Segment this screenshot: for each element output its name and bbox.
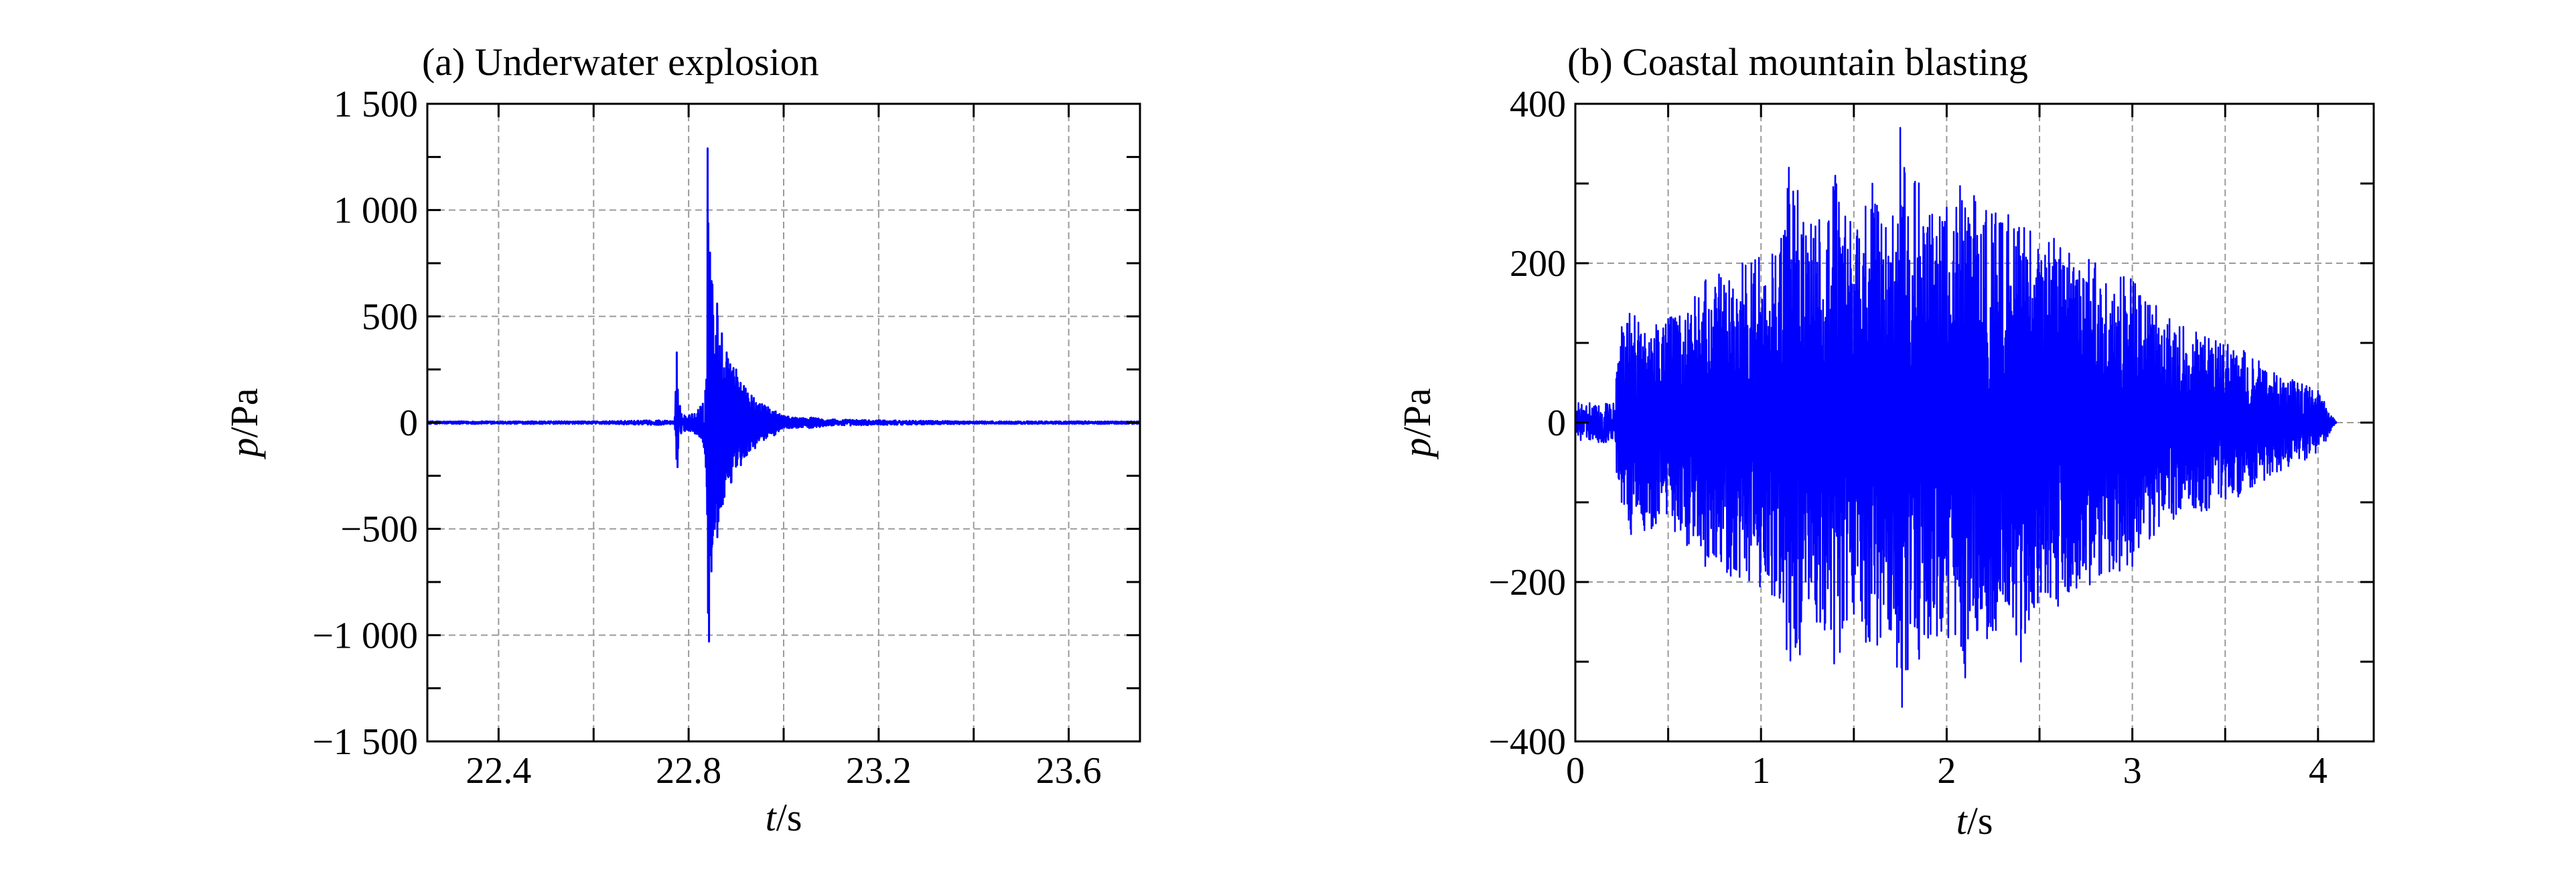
y-tick-label: 400 [1510, 84, 1566, 125]
y-tick-label: −200 [1488, 562, 1566, 603]
panel-b-x-tick-labels: 0 1 2 3 4 [1566, 750, 2328, 792]
y-tick-label: −400 [1488, 721, 1566, 763]
panel-b-y-tick-labels: 400 200 0 −200 −400 [1488, 84, 1566, 763]
panel-a-underwater-explosion: (a) Underwater explosion 22.4 22.8 23.2 23.… [222, 40, 1141, 839]
x-tick-label: 4 [2309, 750, 2328, 792]
y-tick-label: −500 [340, 509, 418, 551]
panel-a-y-var: p [222, 438, 266, 460]
x-tick-label: 2 [1937, 750, 1956, 792]
x-tick-label: 22.4 [466, 750, 531, 792]
x-tick-label: 0 [1566, 750, 1585, 792]
panel-b-y-unit: /Pa [1395, 388, 1439, 437]
x-tick-label: 22.8 [656, 750, 721, 792]
y-tick-label: −1 500 [312, 721, 418, 763]
series-line-pressure [426, 147, 1141, 643]
x-tick-label: 3 [2123, 750, 2142, 792]
y-tick-label: 0 [1547, 403, 1566, 444]
x-tick-label: 23.2 [846, 750, 912, 792]
x-tick-label: 1 [1751, 750, 1770, 792]
y-tick-label: −1 000 [312, 615, 418, 656]
panel-a-y-tick-labels: 1 500 1 000 500 0 −500 −1 000 −1 500 [312, 84, 418, 763]
series-line-pressure [1574, 127, 2338, 708]
panel-a-x-tick-labels: 22.4 22.8 23.2 23.6 [466, 750, 1101, 792]
y-tick-label: 200 [1510, 243, 1566, 285]
panel-b-coastal-mountain-blasting: (b) Coastal mountain blasting 0 1 2 3 4 400 2… [1395, 40, 2375, 843]
y-tick-label: 500 [362, 296, 418, 338]
panel-b-y-var: p [1395, 438, 1439, 460]
y-tick-label: 0 [399, 403, 418, 444]
panel-a-signal-line [426, 147, 1141, 643]
panel-b-x-axis-label: t/s [1956, 799, 1993, 843]
panel-a-x-unit: /s [776, 796, 802, 839]
panel-b-x-var: t [1956, 799, 1969, 843]
panel-b-x-unit: /s [1967, 799, 1993, 843]
y-tick-label: 1 000 [334, 190, 418, 232]
x-tick-label: 23.6 [1036, 750, 1102, 792]
panel-a-x-var: t [766, 796, 778, 839]
y-tick-label: 1 500 [334, 84, 418, 125]
panel-b-signal-line [1574, 127, 2338, 708]
panel-b-ticks [1574, 102, 2374, 743]
panel-a-ticks [427, 102, 1140, 743]
panel-a-x-axis-label: t/s [766, 796, 802, 839]
panel-b-y-axis-label: p/Pa [1395, 388, 1439, 459]
panel-a-y-unit: /Pa [222, 388, 266, 437]
panel-b-title: (b) Coastal mountain blasting [1567, 40, 2028, 84]
panel-a-title: (a) Underwater explosion [422, 40, 819, 84]
panel-a-y-axis-label: p/Pa [222, 388, 266, 459]
